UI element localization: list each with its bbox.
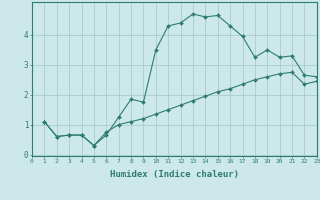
X-axis label: Humidex (Indice chaleur): Humidex (Indice chaleur) xyxy=(110,170,239,179)
